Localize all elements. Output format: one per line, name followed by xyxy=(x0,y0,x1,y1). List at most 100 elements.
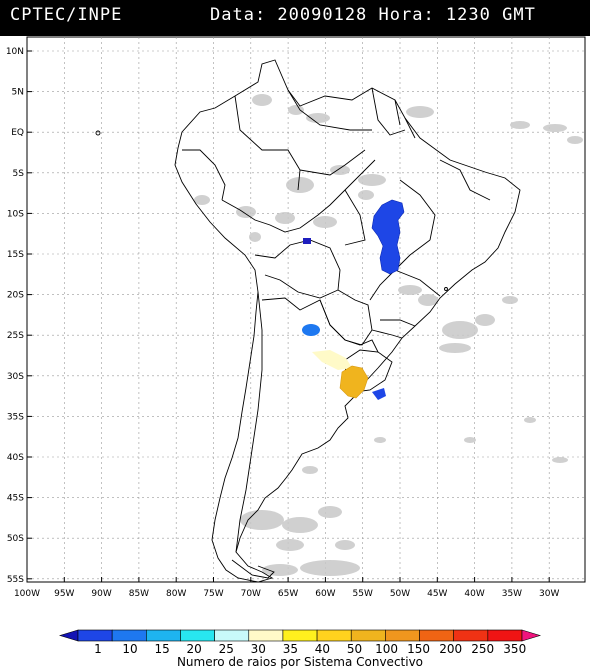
cloud-patch xyxy=(300,560,360,576)
lat-label: 45S xyxy=(7,494,24,504)
colorbar-box xyxy=(214,629,250,642)
colorbar-arrow-right xyxy=(521,629,542,642)
lon-label: 95W xyxy=(54,589,74,599)
lon-label: 45W xyxy=(427,589,447,599)
cloud-patch xyxy=(313,216,337,228)
colorbar-title: Numero de raios por Sistema Convectivo xyxy=(177,655,423,669)
lon-label: 75W xyxy=(203,589,223,599)
colorbar-label: 30 xyxy=(251,642,266,656)
continent-outline xyxy=(174,59,521,583)
colorbar-label: 50 xyxy=(347,642,362,656)
lon-label: 90W xyxy=(91,589,111,599)
lon-label: 65W xyxy=(278,589,298,599)
map-frame xyxy=(26,36,586,583)
colorbar-label: 100 xyxy=(375,642,398,656)
border-venezuela xyxy=(287,89,372,131)
lat-label: 35S xyxy=(7,412,24,422)
country-borders xyxy=(95,59,521,583)
border-paraguay xyxy=(319,289,373,346)
cloud-patch xyxy=(552,457,568,463)
lon-label: 30W xyxy=(539,589,559,599)
cloud-patch xyxy=(398,285,422,295)
cloud-patch xyxy=(330,165,350,175)
cloud-patch xyxy=(406,106,434,118)
map-header: CPTEC/INPE Data: 20090128 Hora: 1230 GMT xyxy=(0,0,590,36)
cloud-patch xyxy=(276,539,304,551)
colorbar-label: 200 xyxy=(439,642,462,656)
lon-label: 55W xyxy=(353,589,373,599)
border-peru-brazil xyxy=(221,159,376,233)
lat-label: 5S xyxy=(13,169,25,179)
colorbar-box xyxy=(487,629,523,642)
border-argentina-north xyxy=(261,297,379,353)
convective-system-central-brazil xyxy=(371,199,405,275)
cloud-patch xyxy=(306,113,330,123)
cloud-patch xyxy=(318,506,342,518)
cloud-patch xyxy=(236,206,256,218)
border-argentina-chile xyxy=(235,291,263,553)
lat-label: 5N xyxy=(12,88,24,98)
colorbar-box xyxy=(316,629,352,642)
cloud-patch xyxy=(358,190,374,200)
lat-label: 10S xyxy=(7,209,24,219)
border-colombia xyxy=(234,95,301,191)
cloud-patch xyxy=(439,343,471,353)
colorbar-box xyxy=(180,629,215,642)
cloud-patch xyxy=(249,232,261,242)
lat-label: 10N xyxy=(6,47,24,57)
cloud-patch xyxy=(418,294,438,306)
border-bolivia xyxy=(254,239,341,299)
cloud-patch xyxy=(502,296,518,304)
colorbar-box xyxy=(146,629,181,642)
source-label: CPTEC/INPE xyxy=(10,5,123,25)
lat-label: 20S xyxy=(7,291,24,301)
colorbar-label: 1 xyxy=(94,642,102,656)
cloud-patch xyxy=(262,564,298,576)
convective-system-northern-argentina xyxy=(312,350,352,370)
convective-systems xyxy=(302,199,405,400)
lat-label: 30S xyxy=(7,372,24,382)
colorbar-box xyxy=(77,629,113,642)
convective-system-bolivia xyxy=(303,238,311,244)
colorbar-box xyxy=(385,629,420,642)
lat-label: 50S xyxy=(7,534,24,544)
cloud-patch xyxy=(543,124,567,132)
colorbar-box xyxy=(453,629,489,642)
colorbar: 1 10 15 20 25 30 35 40 50 100 150 200 250 350 Numero … xyxy=(58,629,542,669)
colorbar-box xyxy=(111,629,147,642)
colorbar-label: 40 xyxy=(315,642,330,656)
lon-label: 35W xyxy=(502,589,522,599)
cloud-patch xyxy=(194,195,210,205)
cloud-patch xyxy=(475,314,495,326)
colorbar-label: 250 xyxy=(471,642,494,656)
tierra-del-fuego xyxy=(231,559,275,579)
lon-label: 60W xyxy=(315,589,335,599)
date-time-label: Data: 20090128 Hora: 1230 GMT xyxy=(210,5,536,25)
lat-label: 55S xyxy=(7,575,24,585)
cloud-patch xyxy=(335,540,355,550)
cloud-patch xyxy=(252,94,272,106)
colorbar-label: 35 xyxy=(283,642,298,656)
cloud-patch xyxy=(358,174,386,186)
convective-system-paraguay-chaco xyxy=(302,324,320,336)
cloud-patch xyxy=(567,136,583,144)
lon-label: 40W xyxy=(464,589,484,599)
colorbar-label: 25 xyxy=(219,642,234,656)
lat-label: 40S xyxy=(7,453,24,463)
cloud-patch xyxy=(374,437,386,443)
lon-label: 70W xyxy=(241,589,261,599)
lon-label: 85W xyxy=(129,589,149,599)
lightning-map: 10N 5N EQ 5S 10S 15S 20S 25S 30S 35S 40S 45S 50S 55S 1… xyxy=(6,36,586,599)
border-ecuador-peru xyxy=(182,149,226,201)
cloud-patch xyxy=(275,212,295,224)
lat-label: 25S xyxy=(7,331,24,341)
cloud-patch xyxy=(286,177,314,193)
colorbar-label: 150 xyxy=(407,642,430,656)
lon-label: 50W xyxy=(390,589,410,599)
lon-label: 80W xyxy=(166,589,186,599)
lon-label: 100W xyxy=(14,589,40,599)
colorbar-label: 350 xyxy=(503,642,526,656)
graticule: 10N 5N EQ 5S 10S 15S 20S 25S 30S 35S 40S 45S 50S 55S 1… xyxy=(6,37,585,599)
colorbar-arrow-left xyxy=(58,629,79,642)
lat-label: 15S xyxy=(7,250,24,260)
